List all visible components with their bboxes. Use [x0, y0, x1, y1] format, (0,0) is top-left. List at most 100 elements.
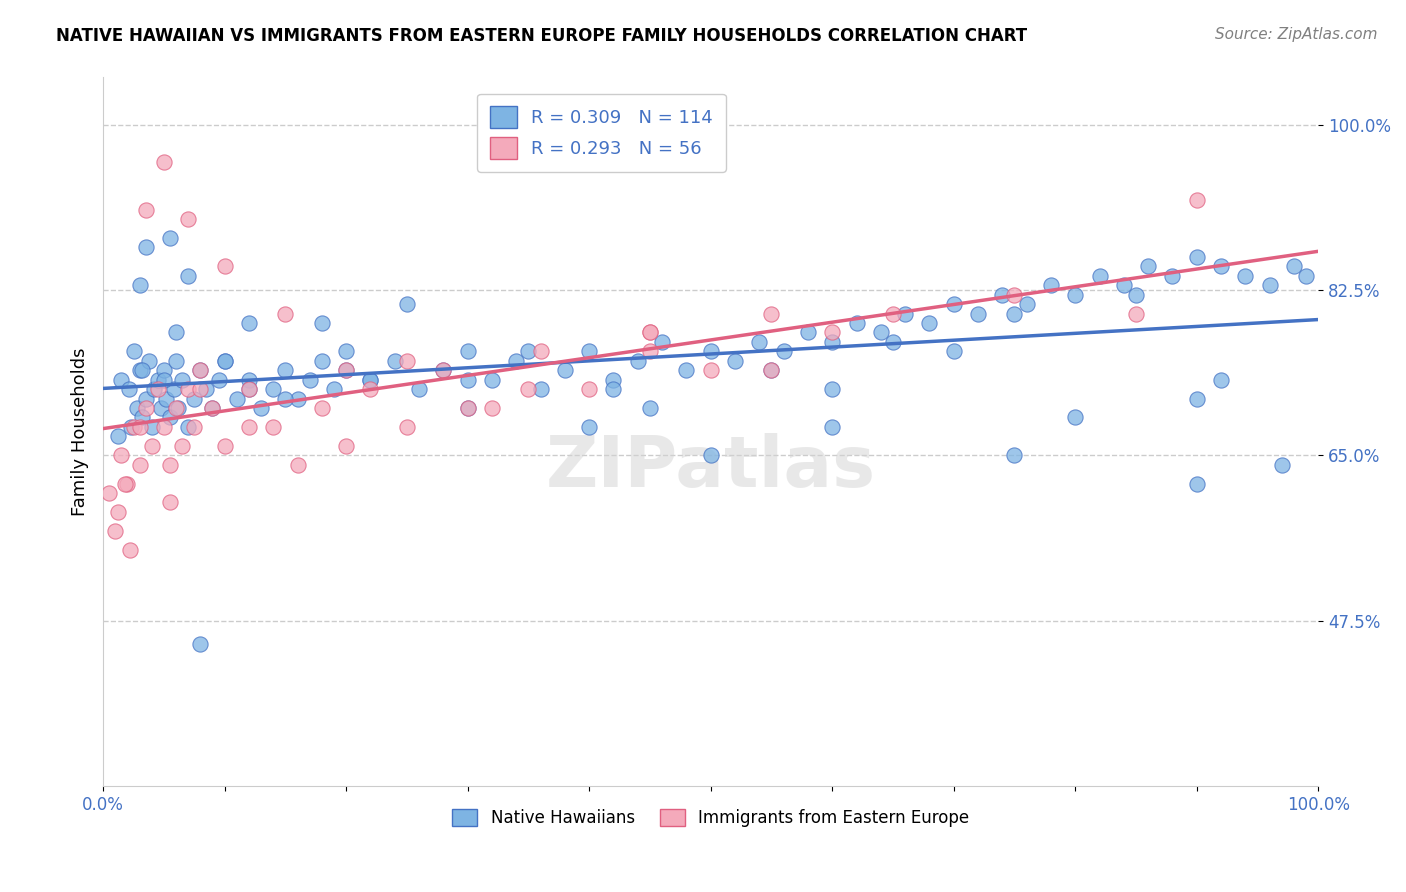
Point [638, 326, 661, 340]
Point [138, 353, 160, 368]
Point [155, 392, 177, 406]
Point [207, 373, 229, 387]
Point [395, 297, 418, 311]
Point [287, 458, 309, 472]
Point [128, 458, 150, 472]
Point [359, 382, 381, 396]
Point [1209, 260, 1232, 274]
Point [120, 420, 142, 434]
Point [177, 268, 200, 283]
Point [1185, 476, 1208, 491]
Point [128, 278, 150, 293]
Point [165, 353, 187, 368]
Point [238, 316, 260, 330]
Point [1209, 373, 1232, 387]
Point [153, 420, 176, 434]
Point [128, 420, 150, 434]
Point [335, 344, 357, 359]
Point [408, 382, 430, 396]
Point [761, 363, 783, 377]
Point [153, 373, 176, 387]
Point [135, 202, 157, 217]
Point [201, 401, 224, 415]
Point [1015, 297, 1038, 311]
Point [797, 326, 820, 340]
Point [127, 401, 149, 415]
Point [457, 373, 479, 387]
Point [432, 363, 454, 377]
Point [869, 326, 891, 340]
Legend: Native Hawaiians, Immigrants from Eastern Europe: Native Hawaiians, Immigrants from Easter… [446, 803, 976, 834]
Point [225, 392, 247, 406]
Point [821, 382, 844, 396]
Point [238, 420, 260, 434]
Point [250, 401, 273, 415]
Point [1185, 250, 1208, 264]
Point [1185, 392, 1208, 406]
Point [110, 373, 132, 387]
Point [311, 316, 333, 330]
Point [554, 363, 576, 377]
Point [1004, 287, 1026, 301]
Point [578, 420, 600, 434]
Point [359, 373, 381, 387]
Point [1125, 307, 1147, 321]
Point [529, 382, 551, 396]
Point [287, 392, 309, 406]
Point [1258, 278, 1281, 293]
Text: NATIVE HAWAIIAN VS IMMIGRANTS FROM EASTERN EUROPE FAMILY HOUSEHOLDS CORRELATION : NATIVE HAWAIIAN VS IMMIGRANTS FROM EASTE… [56, 27, 1028, 45]
Point [159, 231, 181, 245]
Point [1234, 268, 1257, 283]
Point [165, 326, 187, 340]
Point [1039, 278, 1062, 293]
Point [238, 382, 260, 396]
Point [638, 401, 661, 415]
Point [384, 353, 406, 368]
Point [183, 420, 205, 434]
Point [651, 334, 673, 349]
Point [942, 344, 965, 359]
Point [894, 307, 917, 321]
Point [395, 353, 418, 368]
Point [298, 373, 321, 387]
Text: Source: ZipAtlas.com: Source: ZipAtlas.com [1215, 27, 1378, 42]
Point [159, 410, 181, 425]
Point [918, 316, 941, 330]
Point [457, 344, 479, 359]
Point [214, 353, 236, 368]
Point [143, 382, 166, 396]
Point [602, 373, 624, 387]
Point [638, 326, 661, 340]
Point [359, 373, 381, 387]
Point [748, 334, 770, 349]
Point [195, 382, 218, 396]
Point [699, 448, 721, 462]
Point [141, 439, 163, 453]
Point [274, 392, 297, 406]
Point [135, 240, 157, 254]
Point [395, 420, 418, 434]
Point [159, 495, 181, 509]
Text: ZIPatlas: ZIPatlas [546, 433, 876, 501]
Point [845, 316, 868, 330]
Point [627, 353, 650, 368]
Point [311, 401, 333, 415]
Point [150, 401, 173, 415]
Point [131, 363, 153, 377]
Point [188, 637, 211, 651]
Point [335, 439, 357, 453]
Point [517, 344, 540, 359]
Point [1112, 278, 1135, 293]
Point [188, 363, 211, 377]
Point [761, 363, 783, 377]
Point [188, 363, 211, 377]
Point [118, 542, 141, 557]
Point [1185, 193, 1208, 207]
Point [882, 307, 904, 321]
Point [131, 410, 153, 425]
Point [481, 401, 503, 415]
Point [274, 363, 297, 377]
Point [1161, 268, 1184, 283]
Point [214, 353, 236, 368]
Point [141, 420, 163, 434]
